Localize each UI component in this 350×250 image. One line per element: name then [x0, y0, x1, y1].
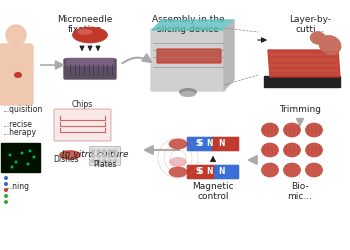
Ellipse shape [261, 163, 279, 177]
FancyBboxPatch shape [188, 138, 214, 150]
Ellipse shape [284, 163, 301, 177]
Ellipse shape [14, 72, 22, 78]
Text: N: N [218, 139, 224, 148]
Text: ...recise: ...recise [2, 120, 32, 129]
Ellipse shape [91, 155, 95, 157]
Text: Dishes: Dishes [53, 155, 79, 164]
Text: Assembly in the
slicing device: Assembly in the slicing device [152, 15, 224, 34]
Ellipse shape [261, 123, 279, 137]
Ellipse shape [33, 156, 35, 158]
FancyBboxPatch shape [64, 59, 116, 79]
Ellipse shape [179, 88, 197, 96]
Ellipse shape [103, 155, 105, 157]
Ellipse shape [0, 60, 13, 90]
Ellipse shape [27, 162, 29, 166]
FancyBboxPatch shape [188, 166, 238, 178]
Text: Chips: Chips [71, 100, 93, 109]
Ellipse shape [97, 155, 100, 157]
FancyBboxPatch shape [1, 144, 41, 172]
Ellipse shape [103, 160, 105, 162]
Ellipse shape [103, 150, 105, 152]
Ellipse shape [108, 150, 111, 152]
Ellipse shape [180, 91, 196, 97]
Ellipse shape [91, 150, 95, 152]
Ellipse shape [284, 123, 301, 137]
FancyBboxPatch shape [188, 166, 214, 178]
FancyBboxPatch shape [151, 29, 225, 91]
Ellipse shape [306, 163, 322, 177]
Text: ...herapy: ...herapy [2, 128, 36, 137]
Polygon shape [224, 20, 234, 90]
Text: Layer-by-
cutti...: Layer-by- cutti... [289, 15, 331, 34]
Ellipse shape [4, 176, 8, 180]
Ellipse shape [284, 143, 301, 157]
Ellipse shape [8, 154, 12, 156]
Ellipse shape [4, 188, 8, 192]
Ellipse shape [72, 27, 107, 43]
Ellipse shape [28, 150, 32, 152]
Ellipse shape [169, 139, 187, 149]
Ellipse shape [108, 155, 111, 157]
FancyBboxPatch shape [0, 44, 33, 105]
Text: ...quisition: ...quisition [2, 105, 42, 114]
Text: S: S [197, 167, 202, 176]
Ellipse shape [6, 25, 26, 45]
Text: Plates: Plates [93, 160, 117, 169]
Ellipse shape [306, 143, 322, 157]
Ellipse shape [21, 152, 23, 154]
Text: Bio-
mic...: Bio- mic... [287, 182, 313, 202]
Ellipse shape [306, 123, 322, 137]
FancyBboxPatch shape [66, 58, 113, 66]
Ellipse shape [169, 157, 187, 167]
Ellipse shape [97, 150, 100, 152]
Text: S: S [197, 139, 202, 148]
FancyBboxPatch shape [212, 166, 238, 178]
Ellipse shape [4, 194, 8, 198]
Text: Magnetic
control: Magnetic control [192, 182, 234, 202]
Text: Trimming: Trimming [279, 106, 321, 114]
Ellipse shape [310, 32, 326, 44]
Polygon shape [268, 50, 340, 77]
Text: ...ning: ...ning [5, 182, 29, 191]
Ellipse shape [113, 160, 117, 162]
Ellipse shape [60, 151, 80, 159]
FancyBboxPatch shape [212, 138, 238, 150]
FancyBboxPatch shape [188, 138, 238, 150]
Ellipse shape [10, 166, 14, 168]
Text: S: S [196, 167, 201, 176]
Text: S: S [196, 139, 201, 148]
Text: In vitro culture: In vitro culture [62, 150, 128, 159]
Ellipse shape [261, 143, 279, 157]
Ellipse shape [108, 160, 111, 162]
Ellipse shape [77, 29, 92, 35]
Polygon shape [152, 20, 234, 30]
Ellipse shape [113, 155, 117, 157]
Ellipse shape [4, 182, 8, 186]
Text: Microneedle
fixation: Microneedle fixation [57, 15, 113, 34]
Text: N: N [206, 167, 212, 176]
Ellipse shape [169, 167, 187, 177]
Ellipse shape [14, 160, 18, 164]
Ellipse shape [319, 36, 341, 54]
FancyBboxPatch shape [265, 76, 341, 88]
Ellipse shape [113, 150, 117, 152]
Ellipse shape [4, 200, 8, 204]
Ellipse shape [91, 160, 95, 162]
FancyBboxPatch shape [90, 146, 120, 166]
FancyBboxPatch shape [54, 109, 111, 141]
Text: N: N [218, 167, 224, 176]
Text: N: N [206, 139, 212, 148]
FancyBboxPatch shape [157, 49, 221, 63]
Ellipse shape [97, 160, 100, 162]
